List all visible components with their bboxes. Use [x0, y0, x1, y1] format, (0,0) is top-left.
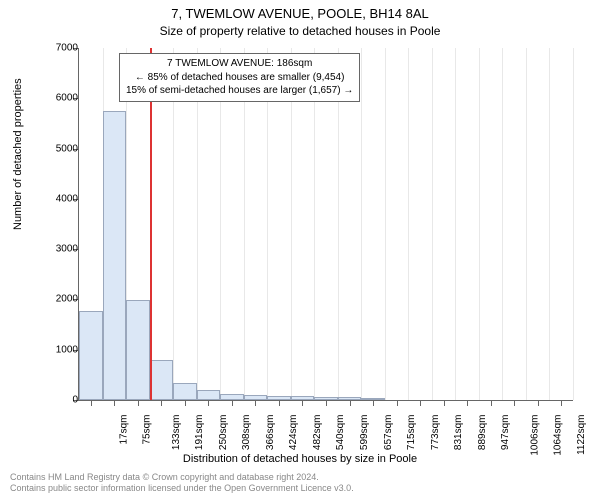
- x-tick-label: 1006sqm: [529, 415, 540, 456]
- annotation-line-1: 7 TWEMLOW AVENUE: 186sqm: [126, 57, 353, 71]
- x-tick: [161, 400, 162, 406]
- x-tick: [185, 400, 186, 406]
- x-tick-label: 599sqm: [359, 415, 370, 451]
- x-tick: [279, 400, 280, 406]
- x-tick-label: 715sqm: [406, 415, 417, 451]
- y-tick-label: 0: [28, 395, 78, 406]
- x-tick: [91, 400, 92, 406]
- x-tick-label: 366sqm: [265, 415, 276, 451]
- footer-attribution: Contains HM Land Registry data © Crown c…: [10, 472, 354, 494]
- grid-line: [385, 48, 386, 400]
- x-tick: [350, 400, 351, 406]
- x-tick-label: 657sqm: [383, 415, 394, 451]
- histogram-bar: [79, 311, 103, 400]
- x-tick: [514, 400, 515, 406]
- x-tick-label: 773sqm: [430, 415, 441, 451]
- x-tick: [373, 400, 374, 406]
- y-tick-label: 2000: [28, 294, 78, 305]
- y-axis-title: Number of detached properties: [12, 78, 24, 230]
- x-tick: [420, 400, 421, 406]
- histogram-bar: [126, 300, 150, 400]
- footer-line-2: Contains public sector information licen…: [10, 483, 354, 494]
- x-tick-label: 947sqm: [500, 415, 511, 451]
- x-tick: [491, 400, 492, 406]
- histogram-bar: [197, 390, 221, 400]
- x-tick-label: 540sqm: [336, 415, 347, 451]
- x-axis-title: Distribution of detached houses by size …: [0, 453, 600, 465]
- x-tick-label: 424sqm: [289, 415, 300, 451]
- x-tick-label: 482sqm: [312, 415, 323, 451]
- y-tick-label: 3000: [28, 244, 78, 255]
- x-tick-label: 1064sqm: [553, 415, 564, 456]
- chart-title: 7, TWEMLOW AVENUE, POOLE, BH14 8AL: [0, 6, 600, 21]
- grid-line: [455, 48, 456, 400]
- grid-line: [549, 48, 550, 400]
- histogram-bar: [173, 383, 197, 400]
- x-tick: [302, 400, 303, 406]
- grid-line: [408, 48, 409, 400]
- x-tick-label: 191sqm: [194, 415, 205, 451]
- chart-subtitle: Size of property relative to detached ho…: [0, 24, 600, 38]
- grid-line: [502, 48, 503, 400]
- grid-line: [573, 48, 574, 400]
- footer-line-1: Contains HM Land Registry data © Crown c…: [10, 472, 354, 483]
- y-tick-label: 1000: [28, 344, 78, 355]
- x-tick: [444, 400, 445, 406]
- histogram-bar: [103, 111, 127, 400]
- x-tick: [232, 400, 233, 406]
- x-tick: [255, 400, 256, 406]
- x-tick-label: 250sqm: [218, 415, 229, 451]
- x-tick: [326, 400, 327, 406]
- x-tick-label: 308sqm: [241, 415, 252, 451]
- y-tick-label: 5000: [28, 143, 78, 154]
- x-tick: [561, 400, 562, 406]
- x-tick: [467, 400, 468, 406]
- x-tick-label: 889sqm: [477, 415, 488, 451]
- annotation-line-2: ← 85% of detached houses are smaller (9,…: [126, 71, 353, 85]
- chart-container: 7, TWEMLOW AVENUE, POOLE, BH14 8AL Size …: [0, 0, 600, 500]
- y-tick-label: 4000: [28, 193, 78, 204]
- x-tick-label: 133sqm: [171, 415, 182, 451]
- x-tick-label: 1122sqm: [576, 415, 587, 455]
- histogram-bar: [150, 360, 174, 400]
- y-tick-label: 7000: [28, 43, 78, 54]
- x-tick: [538, 400, 539, 406]
- x-tick: [114, 400, 115, 406]
- grid-line: [361, 48, 362, 400]
- x-tick: [138, 400, 139, 406]
- x-tick-label: 17sqm: [118, 415, 129, 445]
- grid-line: [432, 48, 433, 400]
- annotation-line-3: 15% of semi-detached houses are larger (…: [126, 84, 353, 98]
- x-tick-label: 75sqm: [142, 415, 153, 445]
- x-tick: [208, 400, 209, 406]
- x-tick: [397, 400, 398, 406]
- y-tick-label: 6000: [28, 93, 78, 104]
- grid-line: [479, 48, 480, 400]
- grid-line: [526, 48, 527, 400]
- annotation-box: 7 TWEMLOW AVENUE: 186sqm ← 85% of detach…: [119, 53, 360, 102]
- x-tick-label: 831sqm: [453, 415, 464, 451]
